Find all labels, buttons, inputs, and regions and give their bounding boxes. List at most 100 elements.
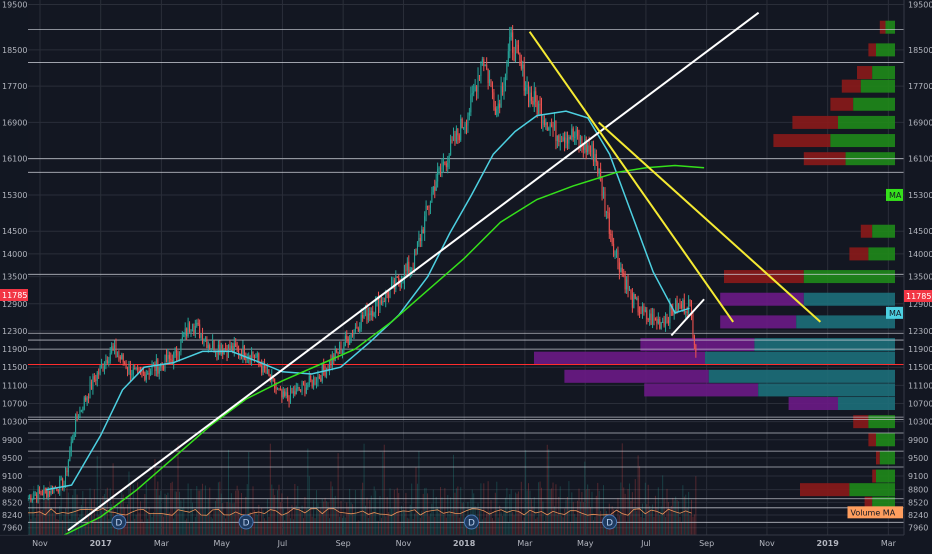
candle-body xyxy=(310,376,312,380)
candle-body xyxy=(304,384,306,394)
candle-body xyxy=(69,451,71,462)
candle-body xyxy=(487,68,489,83)
price-tick-label-left: 9100 xyxy=(2,472,22,481)
volume-bar xyxy=(575,517,577,535)
volume-bar xyxy=(314,518,316,535)
volume-bar xyxy=(444,488,446,535)
candle-body xyxy=(615,250,618,252)
volume-profile-bar-down xyxy=(644,383,759,397)
volume-bar xyxy=(543,520,545,535)
volume-bar xyxy=(64,508,67,535)
candle-body xyxy=(67,461,69,473)
volume-bar xyxy=(357,520,359,535)
last-price-label-right-bg xyxy=(904,290,932,302)
volume-bar xyxy=(401,505,403,535)
volume-bar xyxy=(673,500,675,535)
trendlines[interactable] xyxy=(67,11,822,532)
volume-bar xyxy=(295,505,297,535)
volume-bar xyxy=(259,521,261,535)
candle-body xyxy=(142,371,144,373)
candle-body xyxy=(551,124,553,126)
candle-body xyxy=(80,410,82,412)
candle-body xyxy=(401,282,403,287)
volume-bar xyxy=(683,496,685,535)
price-axis-right[interactable]: 7960 8240 8520 8800 9100 9500 9900 10300 10700 11… xyxy=(908,1,932,533)
candle-body xyxy=(457,128,459,136)
candle-body xyxy=(515,44,517,62)
volume-bar xyxy=(344,517,346,535)
candle-body xyxy=(52,487,54,493)
volume-bar xyxy=(546,444,548,535)
volume-bar xyxy=(209,487,211,535)
volume-bar xyxy=(620,482,622,535)
candle-body xyxy=(669,304,671,324)
candle-body xyxy=(258,353,260,362)
volume-bar xyxy=(88,513,90,535)
candle-body xyxy=(455,128,457,142)
volume-bar xyxy=(235,490,237,535)
event-marker xyxy=(463,514,479,530)
candle-body xyxy=(176,348,178,356)
candle-body xyxy=(189,323,191,332)
price-tick-label-left: 19500 xyxy=(2,1,27,10)
volume-bar xyxy=(440,487,442,535)
candle-body xyxy=(43,489,45,496)
left-price-axis-background xyxy=(0,0,28,535)
candle-body xyxy=(103,365,105,370)
volume-bar xyxy=(680,522,682,535)
candle-body xyxy=(187,323,189,337)
candle-body xyxy=(463,127,465,129)
candle-body xyxy=(643,306,645,312)
price-tick-label: 15300 xyxy=(908,191,932,200)
candle-body xyxy=(236,346,238,349)
price-axis-background xyxy=(904,0,932,550)
candle-body xyxy=(571,128,573,140)
candle-body xyxy=(294,391,296,395)
volume-bar xyxy=(265,520,267,535)
yellow-trendline xyxy=(598,121,822,323)
volume-bar xyxy=(256,514,258,535)
candle-body xyxy=(264,362,266,369)
candle-body xyxy=(396,276,398,278)
candle-body xyxy=(31,498,33,501)
volume-bar xyxy=(405,492,407,535)
price-tick-label-left: 14000 xyxy=(2,250,27,259)
volume-bar xyxy=(203,507,205,535)
candle-body xyxy=(366,307,368,320)
volume-profile-bar-down xyxy=(849,247,869,261)
volume-bar xyxy=(72,495,74,535)
candle-body xyxy=(610,233,612,235)
candle-body xyxy=(138,369,140,371)
candle-body xyxy=(611,234,613,244)
candle-body xyxy=(523,64,525,91)
volume-bar xyxy=(588,489,590,535)
candle-body xyxy=(124,362,126,365)
volume-bar xyxy=(272,488,274,535)
candle-body xyxy=(585,139,587,153)
volume-bar xyxy=(409,504,411,535)
volume-profile-bar-down xyxy=(720,315,797,329)
candle-body xyxy=(663,321,665,326)
volume-bar xyxy=(594,516,596,535)
volume-bar xyxy=(352,504,354,535)
volume-bar xyxy=(686,508,688,535)
volume-bar xyxy=(652,504,654,535)
volume-bar xyxy=(535,518,537,535)
volume-bar xyxy=(266,499,268,535)
candle-body xyxy=(673,313,675,315)
candle-body xyxy=(686,311,688,314)
volume-bar xyxy=(585,489,587,535)
volume-bar xyxy=(450,497,452,535)
volume-bar xyxy=(152,512,154,535)
volume-bar xyxy=(145,482,147,535)
volume-bar xyxy=(132,484,134,535)
time-axis[interactable]: Nov 2017 Mar May Jul Sep Nov 2018 Mar May Jul Sep No… xyxy=(32,539,896,548)
volume-profile-bar-up xyxy=(754,338,895,352)
volume-bar xyxy=(545,515,547,535)
volume-bar xyxy=(454,492,456,535)
volume-profile-bar-down xyxy=(830,97,854,111)
horizontal-levels[interactable] xyxy=(28,29,904,523)
